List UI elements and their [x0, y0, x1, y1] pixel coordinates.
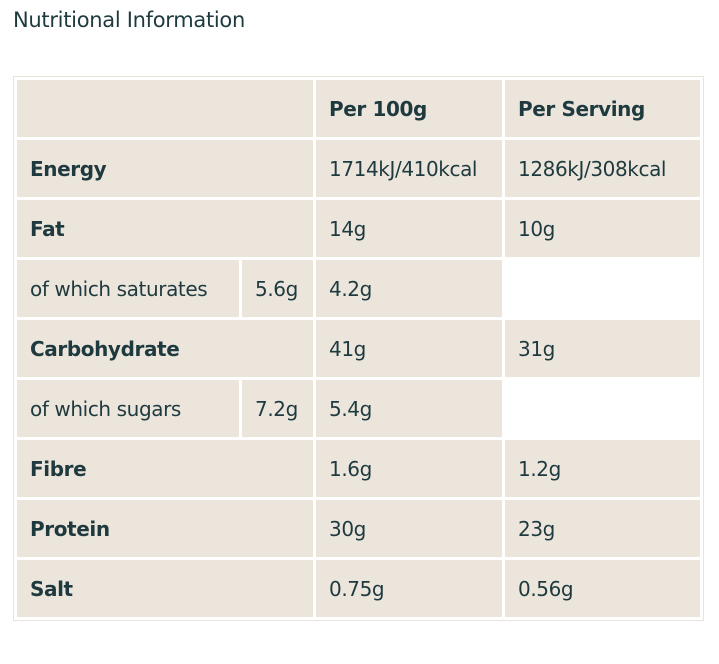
- value-per-serving: 10g: [505, 200, 700, 257]
- table-row-salt: Salt 0.75g 0.56g: [17, 560, 700, 617]
- value-extra: 5.6g: [242, 260, 313, 317]
- value-per-100g: 1.6g: [316, 440, 502, 497]
- nutrient-name: Salt: [17, 560, 313, 617]
- nutrition-table: Per 100g Per Serving Energy 1714kJ/410kc…: [13, 76, 704, 621]
- nutrient-name: Protein: [17, 500, 313, 557]
- page-title: Nutritional Information: [13, 8, 245, 32]
- header-per-serving: Per Serving: [505, 80, 700, 137]
- value-per-100g: 0.75g: [316, 560, 502, 617]
- value-per-100g: 4.2g: [316, 260, 502, 317]
- table-row-saturates: of which saturates 5.6g 4.2g: [17, 260, 700, 317]
- value-per-100g: 14g: [316, 200, 502, 257]
- table-row-sugars: of which sugars 7.2g 5.4g: [17, 380, 700, 437]
- value-per-serving: [505, 380, 700, 437]
- nutrient-name: Fibre: [17, 440, 313, 497]
- nutrient-name: Carbohydrate: [17, 320, 313, 377]
- nutrient-name: Fat: [17, 200, 313, 257]
- value-per-100g: 1714kJ/410kcal: [316, 140, 502, 197]
- header-empty-cell: [17, 80, 313, 137]
- header-per-100g: Per 100g: [316, 80, 502, 137]
- table-row-fat: Fat 14g 10g: [17, 200, 700, 257]
- table-row-energy: Energy 1714kJ/410kcal 1286kJ/308kcal: [17, 140, 700, 197]
- nutrient-subname: of which saturates: [17, 260, 239, 317]
- nutrient-name: Energy: [17, 140, 313, 197]
- value-per-100g: 5.4g: [316, 380, 502, 437]
- table-row-fibre: Fibre 1.6g 1.2g: [17, 440, 700, 497]
- value-per-serving: 1.2g: [505, 440, 700, 497]
- value-per-serving: 23g: [505, 500, 700, 557]
- table-row-carbohydrate: Carbohydrate 41g 31g: [17, 320, 700, 377]
- value-per-serving: [505, 260, 700, 317]
- nutrient-subname: of which sugars: [17, 380, 239, 437]
- value-extra: 7.2g: [242, 380, 313, 437]
- table-header-row: Per 100g Per Serving: [17, 80, 700, 137]
- table-row-protein: Protein 30g 23g: [17, 500, 700, 557]
- value-per-serving: 31g: [505, 320, 700, 377]
- value-per-100g: 30g: [316, 500, 502, 557]
- value-per-serving: 1286kJ/308kcal: [505, 140, 700, 197]
- value-per-100g: 41g: [316, 320, 502, 377]
- value-per-serving: 0.56g: [505, 560, 700, 617]
